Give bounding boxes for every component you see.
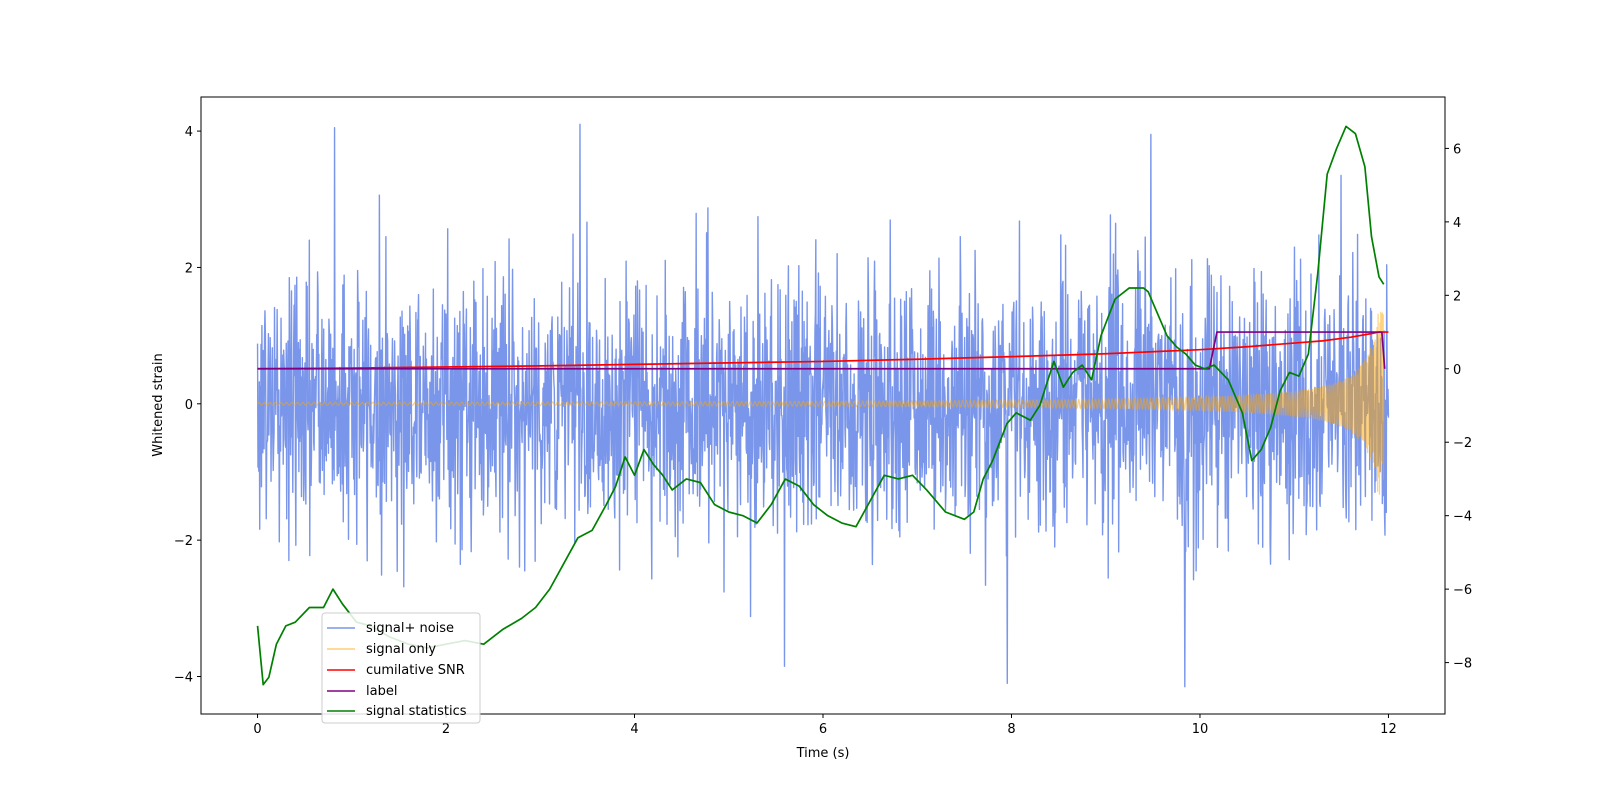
y2-tick-label: 6 xyxy=(1453,142,1461,157)
y2-tick-label: 0 xyxy=(1453,363,1461,378)
x-tick-label: 12 xyxy=(1380,722,1397,737)
legend: signal+ noise signal only cumilative SNR… xyxy=(321,612,481,724)
legend-box xyxy=(321,612,481,724)
y-tick-label: −4 xyxy=(174,671,193,686)
y-axis-label: Whitened strain xyxy=(151,353,166,456)
series-signal-noise xyxy=(256,123,1390,688)
legend-label-signal-noise: signal+ noise xyxy=(366,621,454,636)
series-signal-only xyxy=(257,311,1385,495)
y2-tick-label: −6 xyxy=(1453,583,1472,598)
x-tick-label: 2 xyxy=(442,722,450,737)
series-label xyxy=(257,331,1386,370)
x-tick-label: 6 xyxy=(819,722,827,737)
plot-area xyxy=(256,123,1390,688)
y2-tick-label: −2 xyxy=(1453,436,1472,451)
y2-tick-label: −4 xyxy=(1453,510,1472,525)
y-axis-left: −4 −2 0 2 4 xyxy=(174,125,201,686)
x-tick-label: 4 xyxy=(630,722,638,737)
y-tick-label: −2 xyxy=(174,534,193,549)
y2-tick-label: −8 xyxy=(1453,657,1472,672)
legend-label-signal-statistics: signal statistics xyxy=(366,704,467,719)
y-tick-label: 4 xyxy=(185,125,193,140)
y-tick-label: 0 xyxy=(185,398,193,413)
legend-label-label: label xyxy=(366,684,397,699)
y2-tick-label: 4 xyxy=(1453,216,1461,231)
x-tick-label: 8 xyxy=(1007,722,1015,737)
legend-label-signal-only: signal only xyxy=(366,642,436,657)
x-tick-label: 0 xyxy=(253,722,261,737)
legend-label-cumilative-snr: cumilative SNR xyxy=(366,663,465,678)
x-tick-label: 10 xyxy=(1192,722,1209,737)
y-tick-label: 2 xyxy=(185,261,193,276)
x-axis-label: Time (s) xyxy=(796,746,850,761)
y-axis-right: −8 −6 −4 −2 0 2 4 6 xyxy=(1445,142,1472,672)
series-cumilative-snr xyxy=(257,331,1389,370)
y2-tick-label: 2 xyxy=(1453,289,1461,304)
